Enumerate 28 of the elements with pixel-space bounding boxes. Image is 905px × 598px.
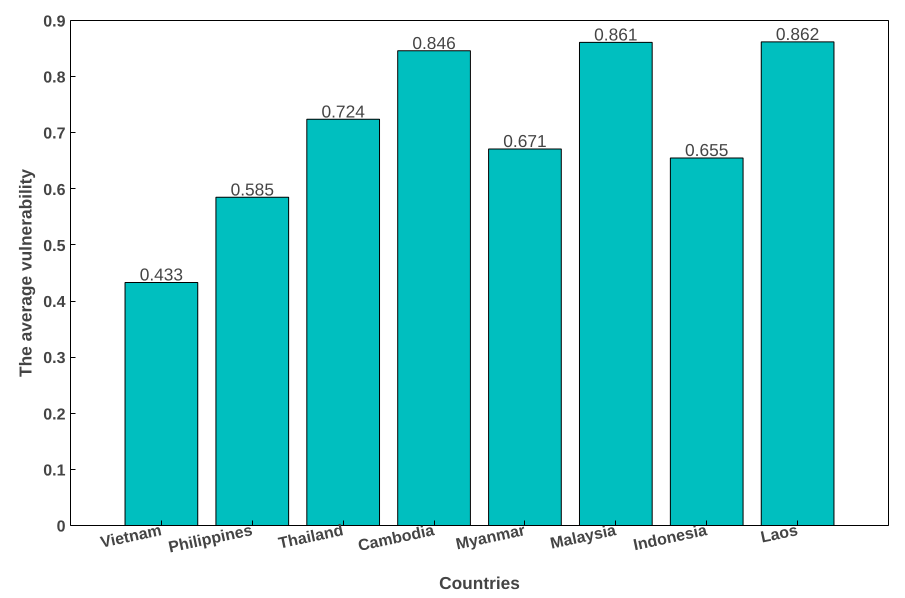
data-label: 0.861 — [594, 24, 638, 44]
x-tick-label: Philippines — [167, 522, 254, 557]
y-tick-label: 0.6 — [43, 182, 66, 199]
y-tick-label: 0.1 — [43, 462, 66, 480]
x-tick-label: Vietnam — [99, 522, 164, 552]
data-label: 0.862 — [776, 24, 820, 44]
x-tick-label: Cambodia — [356, 522, 436, 555]
x-axis-title: Countries — [439, 572, 520, 593]
data-label: 0.655 — [685, 140, 728, 160]
y-tick-label: 0.5 — [43, 238, 66, 255]
y-tick-label: 0.7 — [43, 126, 66, 143]
data-label: 0.846 — [412, 32, 456, 53]
y-tick-label: 0 — [56, 518, 66, 536]
x-tick-label: Thailand — [277, 522, 345, 552]
y-tick-label: 0.4 — [43, 294, 66, 312]
y-tick-label: 0.9 — [43, 14, 66, 30]
y-tick-label: 0.8 — [43, 70, 66, 87]
data-label: 0.585 — [230, 179, 274, 200]
x-tick-label: Laos — [759, 522, 800, 547]
x-tick-label: Myanmar — [454, 522, 527, 554]
data-label: 0.724 — [321, 101, 366, 122]
x-tick-label: Indonesia — [632, 522, 709, 554]
y-tick-label: 0.2 — [43, 406, 66, 424]
y-axis-title: The average vulnerability — [15, 168, 36, 378]
y-tick-label: 0.3 — [43, 350, 66, 368]
x-tick-label: Malaysia — [548, 522, 618, 553]
data-label: 0.671 — [503, 130, 547, 151]
data-label: 0.433 — [140, 264, 184, 285]
